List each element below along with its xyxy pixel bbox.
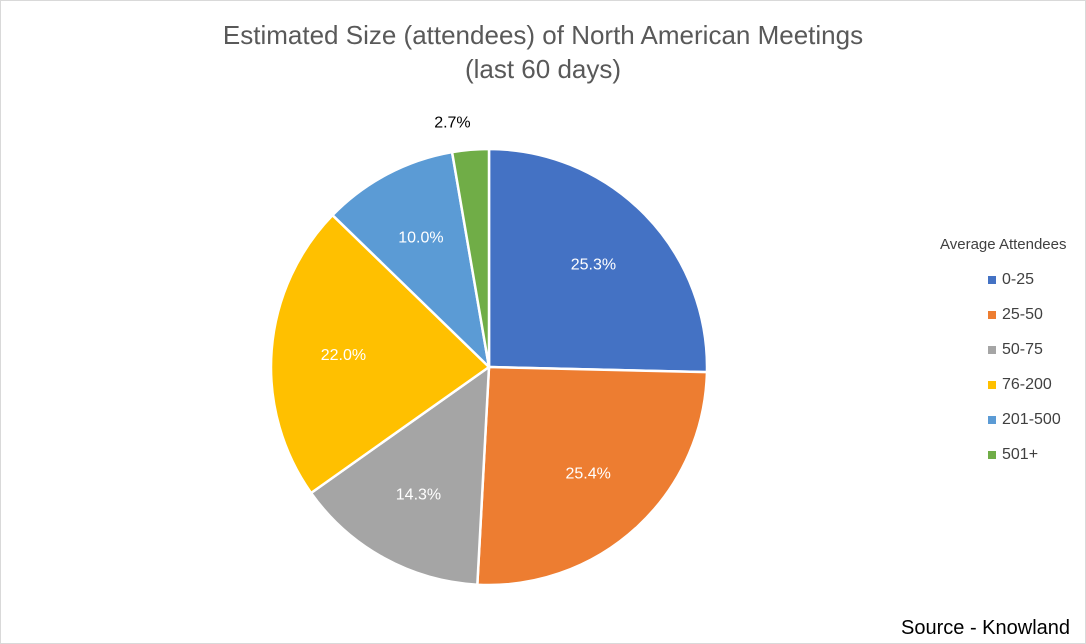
legend-swatch [988,450,996,459]
pie-slice-0-25 [487,147,709,374]
legend-label: 0-25 [1002,270,1035,288]
legend-title: Average Attendees [940,236,1067,253]
data-label-50-75: 14.3% [396,486,441,503]
chart-title: Estimated Size (attendees) of North Amer… [0,18,1086,86]
legend-swatch [988,310,996,319]
source-credit: Source - Knowland [901,617,1070,639]
legend-item-501+: 501+ [988,437,1067,472]
legend-items: 0-25 25-50 50-75 76-200 201-500 501+ [940,262,1067,472]
legend-swatch [988,275,996,284]
pie-slice-501+ [450,147,491,369]
legend-label: 201-500 [1002,410,1061,428]
data-label-0-25: 25.3% [571,256,616,273]
legend-item-76-200: 76-200 [988,367,1067,402]
legend-swatch [988,380,996,389]
chart-title-line: Estimated Size (attendees) of North Amer… [222,20,864,50]
data-label-201-500: 10.0% [398,229,443,246]
legend-label: 76-200 [1002,375,1052,393]
legend-swatch [988,415,996,424]
legend-item-50-75: 50-75 [988,332,1067,367]
legend-item-25-50: 25-50 [988,297,1067,332]
legend: Average Attendees 0-25 25-50 50-75 76-200 20… [940,236,1067,472]
pie-slice-25-50 [476,365,709,587]
data-label-501+: 2.7% [434,114,470,131]
pie-slice-201-500 [331,150,491,369]
legend-swatch [988,345,996,354]
legend-item-0-25: 0-25 [988,262,1067,297]
chart-subtitle: (last 60 days) [464,54,622,84]
legend-item-201-500: 201-500 [988,402,1067,437]
legend-label: 501+ [1002,445,1039,463]
legend-label: 50-75 [1002,340,1043,358]
data-label-25-50: 25.4% [565,466,610,483]
data-label-76-200: 22.0% [321,347,366,364]
pie-slice-50-75 [309,365,491,586]
pie-slice-76-200 [269,213,491,495]
legend-label: 25-50 [1002,305,1043,323]
